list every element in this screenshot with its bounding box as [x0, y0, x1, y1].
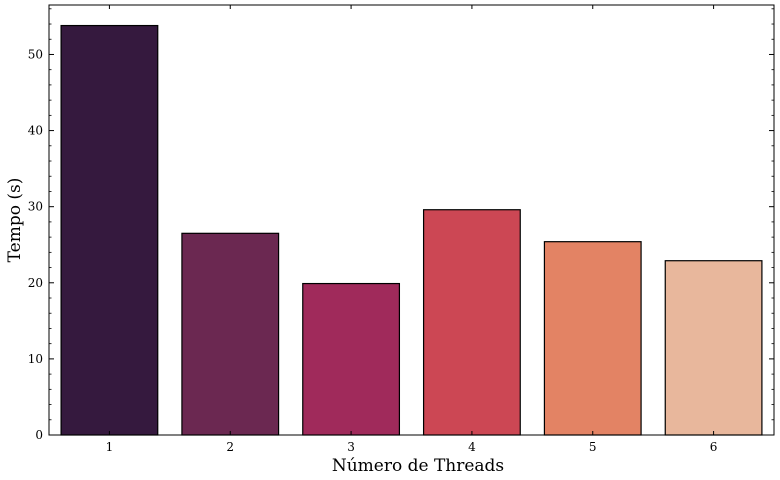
x-tick-label: 1 — [106, 440, 114, 454]
bars-group — [60, 24, 763, 436]
x-tick-label: 3 — [347, 440, 355, 454]
y-tick-label: 0 — [35, 428, 43, 442]
y-tick-label: 10 — [28, 352, 43, 366]
x-axis-ticks: 1 2 3 4 5 6 — [106, 5, 718, 454]
plot-frame — [48, 4, 775, 436]
y-tick-label: 50 — [28, 47, 43, 61]
x-tick-label: 2 — [226, 440, 234, 454]
bar-3 — [302, 282, 401, 436]
x-axis-label: Número de Threads — [332, 456, 504, 476]
x-tick-label: 5 — [589, 440, 597, 454]
y-axis-ticks: 0 10 20 30 40 50 — [28, 8, 774, 442]
bar-6 — [664, 260, 763, 436]
y-tick-label: 30 — [28, 200, 43, 214]
bar-4 — [422, 209, 521, 436]
y-tick-label: 20 — [28, 276, 43, 290]
bar-5 — [543, 241, 642, 436]
y-axis-label: Tempo (s) — [5, 178, 25, 263]
bar-1 — [60, 24, 159, 436]
x-tick-label: 4 — [468, 440, 476, 454]
bar-2 — [181, 232, 280, 436]
y-tick-label: 40 — [28, 124, 43, 138]
x-tick-label: 6 — [710, 440, 718, 454]
